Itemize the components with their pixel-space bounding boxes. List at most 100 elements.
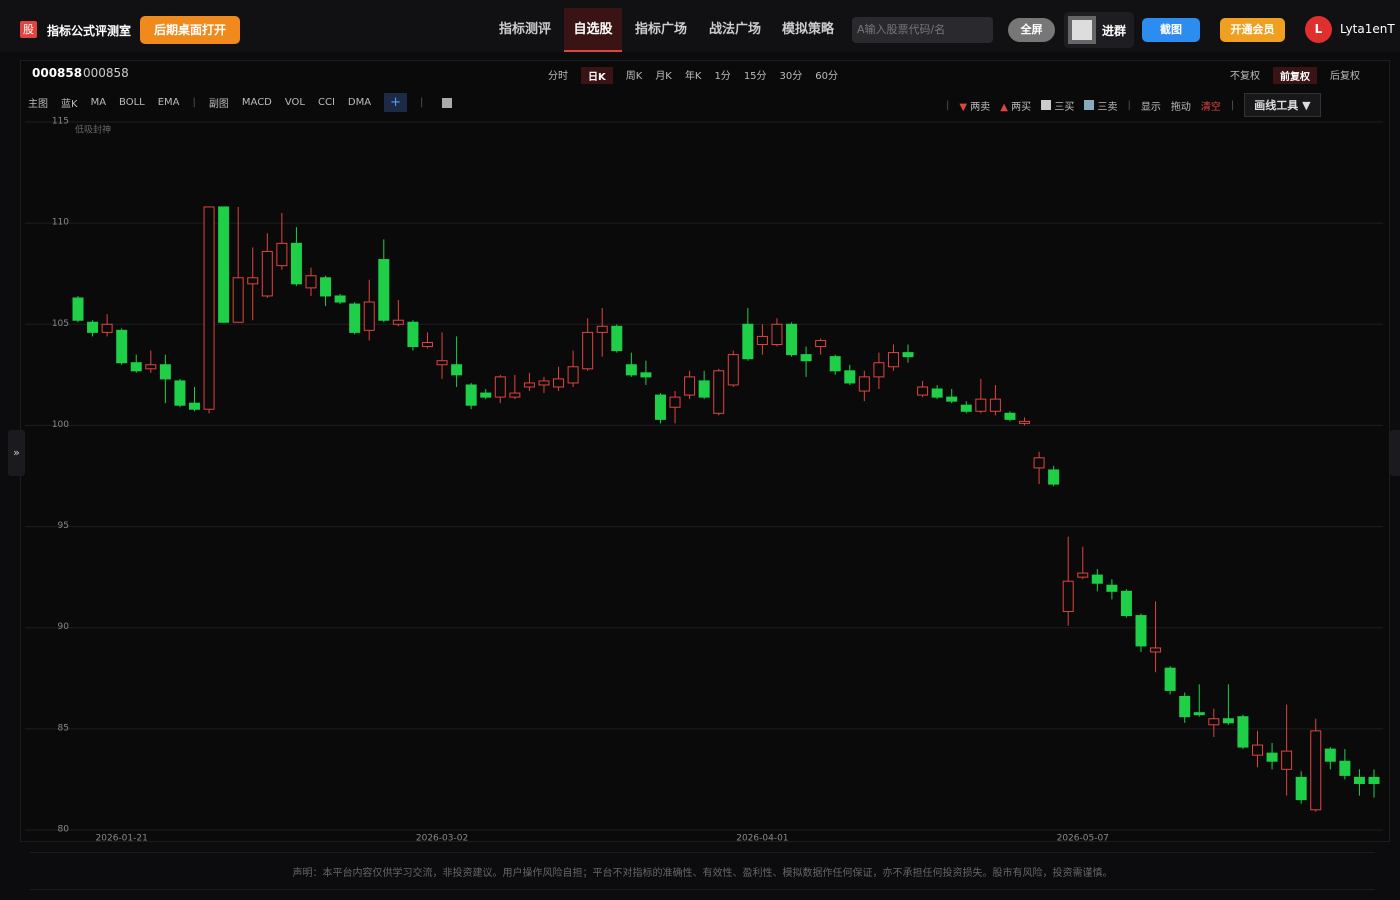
desktop-button[interactable]: 后期桌面打开	[140, 16, 240, 44]
nav-item[interactable]: 指标广场	[634, 22, 687, 37]
period-option[interactable]: 日K	[581, 67, 613, 84]
candle-body	[1033, 457, 1045, 469]
footer: 声明：本平台内容仅供学习交流，非投资建议。用户操作风险自担；平台不对指标的准确性…	[30, 852, 1375, 890]
indicator[interactable]: BOLL	[119, 97, 145, 108]
candle-body	[320, 277, 332, 297]
nav-item[interactable]: 战法广场	[708, 22, 761, 37]
indicator[interactable]: DMA	[347, 97, 372, 108]
stock-name: 000858	[83, 66, 129, 80]
tool[interactable]: 三买	[1041, 98, 1074, 113]
indicator[interactable]: MA	[90, 97, 107, 108]
candle-body	[261, 250, 273, 297]
search-input[interactable]: A输入股票代码/名	[852, 17, 993, 43]
candle-body	[887, 352, 899, 368]
y-tick-label: 110	[52, 218, 69, 228]
period-option[interactable]: 15分	[743, 71, 767, 82]
adjust-option[interactable]: 前复权	[1273, 67, 1317, 84]
separator: |	[192, 97, 196, 108]
nav-item[interactable]: 模拟策略	[781, 22, 834, 37]
tool[interactable]: 拖动	[1171, 98, 1191, 113]
candle-body	[1048, 469, 1060, 485]
candle-body	[87, 321, 99, 333]
candle-body	[1019, 420, 1031, 424]
candle-body	[713, 370, 725, 414]
candle-body	[451, 364, 463, 376]
candle-body	[1208, 718, 1220, 726]
candle-body	[101, 323, 113, 333]
group-box[interactable]: 进群	[1064, 12, 1134, 48]
candle-body	[1339, 760, 1351, 776]
logo: 股	[20, 21, 37, 38]
indicator[interactable]: VOL	[284, 97, 305, 108]
candle-body	[334, 295, 346, 303]
period-option[interactable]: 年K	[684, 71, 702, 82]
candle-body	[276, 242, 288, 267]
candle-body	[917, 386, 929, 396]
y-tick-label: 90	[58, 622, 70, 632]
tool[interactable]: 清空	[1201, 98, 1221, 113]
period-option[interactable]: 30分	[779, 71, 803, 82]
side-tab-right[interactable]	[1390, 430, 1400, 476]
chart-panel	[20, 60, 1390, 842]
candle-body	[975, 398, 987, 412]
candle-body	[727, 354, 739, 386]
candle-body	[130, 362, 142, 372]
separator: |	[420, 97, 424, 108]
candle-body	[640, 372, 652, 378]
candle-body	[1295, 776, 1307, 801]
candle-body	[1077, 572, 1089, 578]
candle-body	[378, 259, 390, 321]
draw-tool-button[interactable]: 画线工具 ▼	[1244, 93, 1321, 117]
adjust-bar: 不复权 前复权 后复权	[1230, 67, 1360, 84]
candle-body	[1135, 615, 1147, 647]
period-option[interactable]: 分时	[548, 71, 568, 82]
candle-body	[553, 378, 565, 388]
x-tick-label: 2026-04-01	[736, 834, 788, 843]
fullscreen-button[interactable]: 全屏	[1008, 18, 1055, 42]
candle-body	[218, 206, 230, 323]
period-option[interactable]: 周K	[625, 71, 643, 82]
tool[interactable]: ▼ 两卖	[959, 101, 991, 113]
period-option[interactable]: 60分	[815, 71, 839, 82]
separator: |	[1127, 99, 1131, 111]
add-indicator[interactable]: +	[384, 93, 407, 112]
candle-body	[625, 364, 637, 376]
candle-body	[1252, 744, 1264, 756]
candle-body	[611, 325, 623, 352]
x-tick-label: 2026-05-07	[1057, 834, 1109, 843]
indicator[interactable]: EMA	[157, 97, 180, 108]
vip-button[interactable]: 开通会员	[1220, 18, 1285, 42]
candle-body	[829, 356, 841, 372]
adjust-option[interactable]: 不复权	[1230, 71, 1260, 82]
candle-body	[349, 303, 361, 333]
candle-body	[684, 376, 696, 396]
avatar[interactable]: L	[1305, 16, 1332, 43]
candle-body	[363, 301, 375, 331]
candle-body	[421, 341, 433, 348]
side-tab[interactable]: »	[8, 430, 25, 476]
nav-item[interactable]: 自选股	[564, 8, 622, 52]
screenshot-button[interactable]: 截图	[1142, 18, 1200, 42]
tool-label: 三买	[1054, 101, 1075, 113]
period-option[interactable]: 月K	[655, 71, 672, 82]
candle-body	[873, 362, 885, 378]
user-name[interactable]: Lyta1enT	[1340, 22, 1395, 36]
tool[interactable]: 显示	[1141, 98, 1161, 113]
candle-body	[232, 277, 244, 323]
tool[interactable]: 三卖	[1084, 98, 1118, 113]
group-label: 进群	[1102, 24, 1127, 38]
tool-label: 拖动	[1170, 101, 1191, 113]
chart: 低吸封神 80 85 90 95 100 105 110 115 2026-01-21 2026-…	[25, 117, 1383, 843]
stock-code: 000858	[32, 66, 83, 80]
adjust-option[interactable]: 后复权	[1330, 71, 1360, 82]
indicator[interactable]: MACD	[241, 97, 272, 108]
period-option[interactable]: 1分	[714, 71, 731, 82]
save-icon[interactable]	[442, 97, 453, 108]
candle-body	[392, 319, 404, 325]
tool-label: 两买	[1011, 101, 1032, 113]
indicator[interactable]: 蓝K	[61, 99, 78, 110]
candle-body	[1353, 776, 1365, 784]
indicator[interactable]: CCI	[318, 97, 335, 108]
nav-item[interactable]: 指标测评	[498, 22, 551, 37]
tool[interactable]: ▲ 两买	[1000, 101, 1032, 113]
